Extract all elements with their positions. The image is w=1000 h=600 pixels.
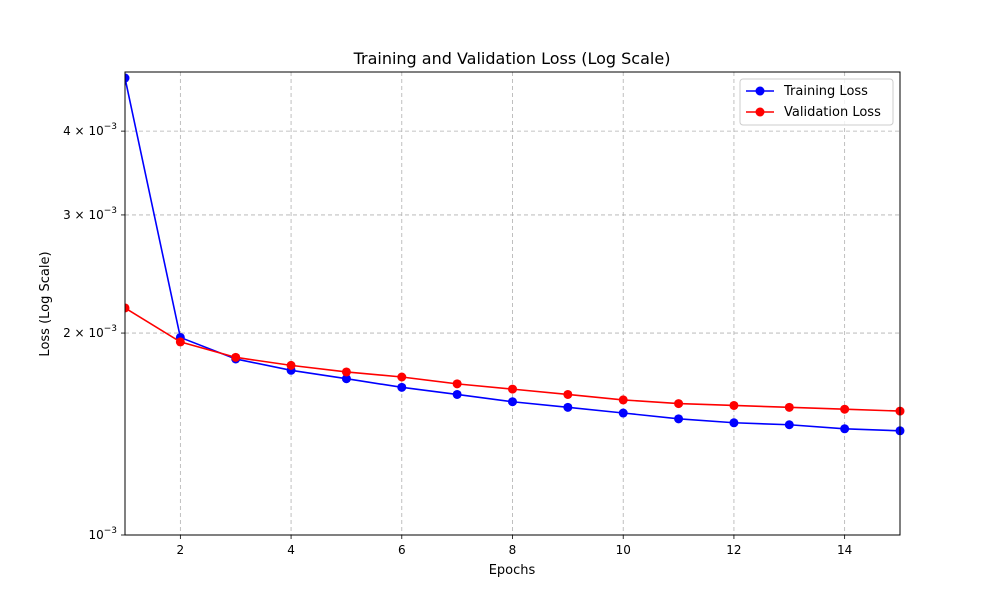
y-tick-exponent: −3 xyxy=(104,324,117,334)
x-axis-label: Epochs xyxy=(489,563,536,578)
training-loss-point xyxy=(618,408,628,418)
validation-loss-point xyxy=(286,360,296,370)
training-loss-point xyxy=(452,389,462,399)
y-tick-label: 4 × 10−3 xyxy=(63,122,117,138)
validation-loss-point xyxy=(508,384,517,394)
training-loss-point xyxy=(508,397,517,407)
validation-loss-point xyxy=(175,337,185,347)
validation-loss-point xyxy=(231,352,241,362)
y-tick-base: 10 xyxy=(88,124,103,138)
training-loss-point xyxy=(563,402,573,412)
training-loss-point xyxy=(341,374,351,384)
validation-loss-point xyxy=(125,303,130,313)
training-loss-point xyxy=(729,418,739,428)
y-tick-base: 10 xyxy=(88,208,103,222)
x-tick-label: 2 xyxy=(177,543,185,557)
validation-loss-point xyxy=(341,367,351,377)
training-loss-point xyxy=(397,382,407,392)
y-tick-mantissa: 4 × xyxy=(63,124,88,138)
grid xyxy=(125,72,900,536)
legend-marker-validation xyxy=(755,107,765,117)
validation-loss-point xyxy=(674,399,684,409)
y-tick-exponent: −3 xyxy=(104,526,117,536)
validation-loss-point xyxy=(784,402,794,412)
validation-loss-point xyxy=(563,389,573,399)
y-tick-base: 10 xyxy=(88,326,103,340)
series-layer xyxy=(125,73,905,436)
validation-loss-point xyxy=(840,404,850,414)
validation-loss-point xyxy=(397,372,407,382)
y-tick-mantissa: 3 × xyxy=(63,208,88,222)
y-tick-exponent: −3 xyxy=(104,122,117,132)
y-tick-label: 2 × 10−3 xyxy=(63,324,117,340)
legend-label-training: Training Loss xyxy=(783,84,868,99)
training-loss-point xyxy=(125,73,130,83)
legend: Training Loss Validation Loss xyxy=(739,78,894,126)
validation-loss-point xyxy=(618,395,628,405)
y-tick-mantissa: 2 × xyxy=(63,326,88,340)
x-tick-label: 4 xyxy=(287,543,295,557)
y-tick-label: 3 × 10−3 xyxy=(63,206,117,222)
chart-title: Training and Validation Loss (Log Scale) xyxy=(353,49,671,68)
x-tick-label: 14 xyxy=(837,543,852,557)
training-loss-point xyxy=(840,424,850,434)
y-tick-label: 10−3 xyxy=(88,526,117,542)
y-tick-exponent: −3 xyxy=(104,206,117,216)
legend-marker-training xyxy=(755,86,765,96)
x-tick-label: 10 xyxy=(616,543,631,557)
x-tick-label: 12 xyxy=(726,543,741,557)
legend-label-validation: Validation Loss xyxy=(784,105,881,120)
validation-loss-point xyxy=(452,379,462,389)
validation-loss-point xyxy=(729,400,739,410)
x-tick-label: 8 xyxy=(509,543,517,557)
training-loss-point xyxy=(674,414,684,424)
y-axis-label: Loss (Log Scale) xyxy=(38,251,53,356)
y-tick-base: 10 xyxy=(88,528,103,542)
legend-box xyxy=(739,78,894,126)
training-loss-point xyxy=(784,420,794,430)
x-tick-label: 6 xyxy=(398,543,406,557)
